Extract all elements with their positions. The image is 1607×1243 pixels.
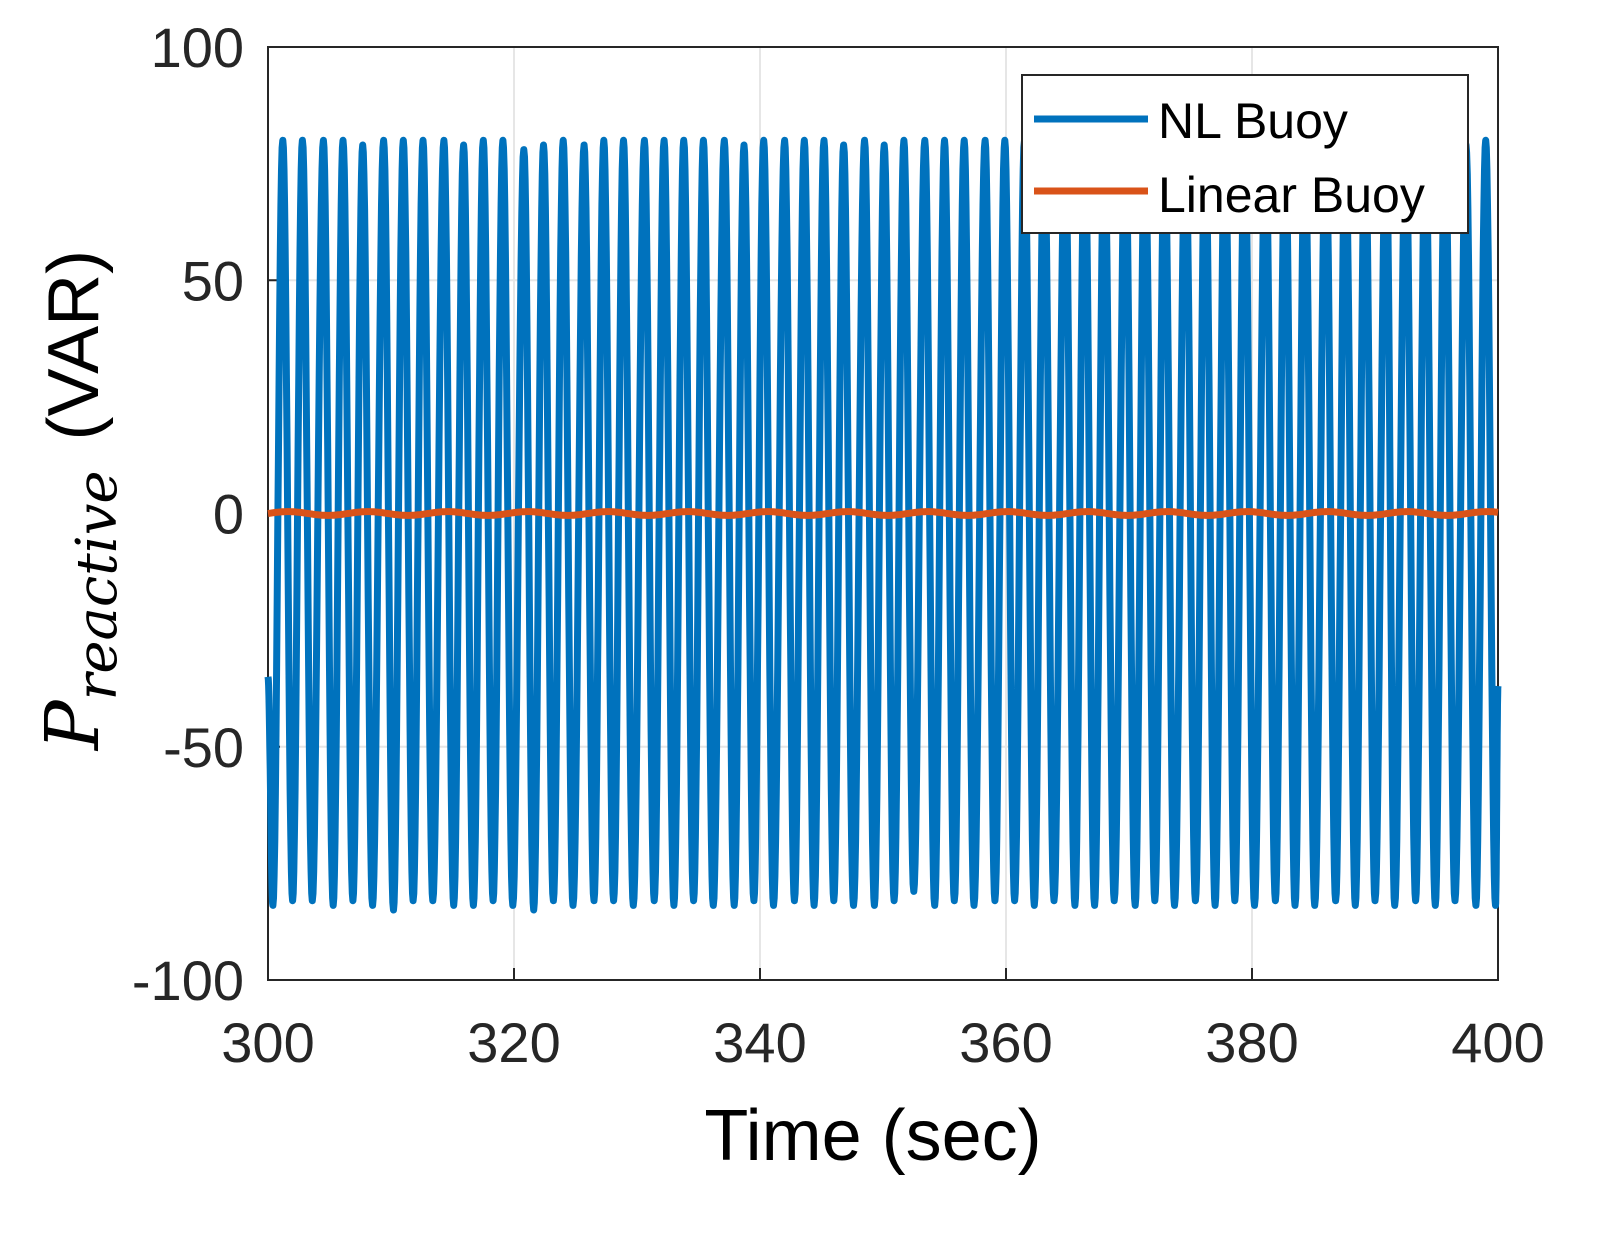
x-tick-label: 300 [221,1011,314,1074]
y-tick-label: -100 [132,949,244,1012]
x-tick-label: 400 [1451,1011,1544,1074]
legend-box [1021,74,1469,234]
y-tick-label: 0 [213,483,244,546]
x-tick-label: 340 [713,1011,806,1074]
y-axis-title: Preactive (VAR) [30,250,130,752]
x-tick-label: 360 [959,1011,1052,1074]
y-axis-unit: (VAR) [34,250,114,441]
series-line-linear-buoy [267,508,1499,519]
y-tick-label: 50 [182,249,244,312]
series-group [264,136,1502,914]
legend-label-linear-buoy: Linear Buoy [1158,167,1425,223]
y-tick-label: -50 [163,716,244,779]
x-axis-title: Time (sec) [704,1096,1041,1176]
x-tick-label: 380 [1205,1011,1298,1074]
y-tick-labels: -100 -50 0 50 100 [132,16,244,1012]
legend-label-nl-buoy: NL Buoy [1158,93,1348,149]
series-line-nl-buoy [264,136,1502,914]
svg-text:Preactive(VAR): Preactive (VAR) [30,250,130,752]
y-axis-subscript: reactive [65,471,130,701]
x-tick-labels: 300 320 340 360 380 400 [221,1011,1544,1074]
y-tick-label: 100 [151,16,244,79]
legend: NL Buoy Linear Buoy [1021,74,1469,234]
x-tick-label: 320 [467,1011,560,1074]
y-axis-symbol: P [30,699,116,752]
